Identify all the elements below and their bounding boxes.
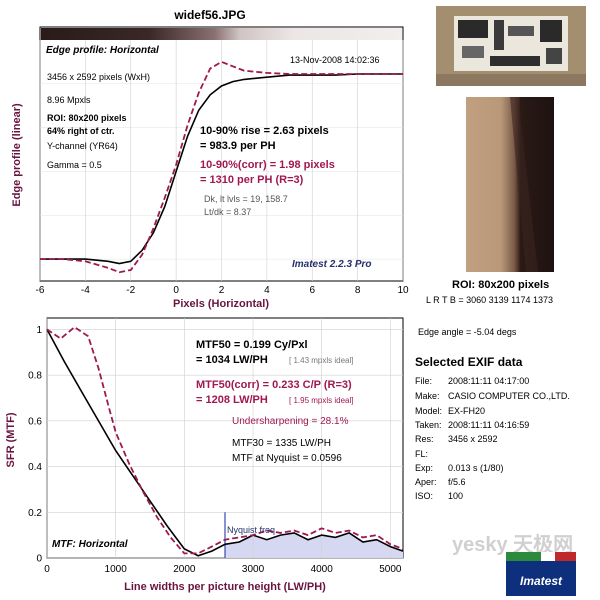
exif-value: 2008:11:11 04:17:00 (448, 376, 530, 386)
mtf-y-tick-label: 0.6 (28, 416, 42, 427)
exif-value: EX-FH20 (448, 406, 486, 416)
exif-value: 2008:11:11 04:16:59 (448, 420, 530, 430)
exif-value: 100 (448, 491, 464, 501)
exif-value: CASIO COMPUTER CO.,LTD. (448, 391, 570, 401)
mtf-y-tick-label: 0.4 (28, 462, 42, 473)
imatest-logo: Imatest (506, 552, 576, 596)
file-title: widef56.JPG (174, 8, 246, 22)
mtf-y-tick-label: 1 (36, 325, 42, 336)
edge-ylabel: Edge profile (linear) (11, 103, 23, 207)
test-chart-thumbnail (436, 6, 586, 86)
mtf50-corr-line-1: MTF50(corr) = 0.233 C/P (R=3) (196, 379, 352, 391)
edge-info-6: Gamma = 0.5 (47, 160, 102, 170)
exif-key: Exp: (415, 463, 434, 473)
imatest-version: Imatest 2.2.3 Pro (292, 259, 371, 270)
edge-date: 13-Nov-2008 14:02:36 (290, 55, 380, 65)
exif-title: Selected EXIF data (415, 355, 523, 369)
edge-measured-line (40, 73, 403, 265)
edge-info-3: ROI: 80x200 pixels (47, 113, 127, 123)
exif-key: Aper: (415, 477, 437, 487)
rise-line-1: 10-90% rise = 2.63 pixels (200, 125, 329, 137)
edge-gradient-bar (41, 28, 402, 40)
mtf-chart: 0 1000 2000 3000 4000 5000 0 0.2 0.4 0.6 0.8 1 MTF5… (5, 317, 404, 593)
edge-x-tick-label: 0 (173, 285, 179, 296)
mtf-xlabel: Line widths per picture height (LW/PH) (124, 581, 326, 593)
mtf-x-tick-label: 5000 (379, 564, 402, 575)
edge-angle: Edge angle = -5.04 degs (418, 327, 517, 337)
exif-value: 3456 x 2592 (448, 434, 498, 444)
mtf-y-tick-label: 0.2 (28, 508, 42, 519)
mtf-x-tick-label: 3000 (242, 564, 265, 575)
edge-info-1: 3456 x 2592 pixels (WxH) (47, 72, 150, 82)
corr-rise-line-1: 10-90%(corr) = 1.98 pixels (200, 159, 335, 171)
mtf30-value: MTF30 = 1335 LW/PH (232, 438, 331, 449)
exif-key: Res: (415, 434, 434, 444)
roi-image (466, 97, 554, 272)
mtf50-line-1: MTF50 = 0.199 Cy/Pxl (196, 339, 308, 351)
exif-value: 0.013 s (1/80) (448, 463, 504, 473)
watermark: yesky 天极网 (452, 534, 574, 556)
exif-key: ISO: (415, 491, 434, 501)
edge-x-tick-label: 6 (309, 285, 315, 296)
mtf50-corr-line-2: = 1208 LW/PH (196, 394, 268, 406)
exif-key: Make: (415, 391, 440, 401)
edge-x-tick-label: -6 (36, 285, 45, 296)
exif-key: Taken: (415, 420, 442, 430)
mtf-x-tick-label: 1000 (105, 564, 128, 575)
mtf-measured-line (46, 329, 404, 557)
edge-x-tick-label: 4 (264, 285, 270, 296)
edge-x-tick-label: -4 (81, 285, 90, 296)
edge-info-2: 8.96 Mpxls (47, 95, 91, 105)
mtf50-corr-ideal: [ 1.95 mpxls ideal] (289, 396, 353, 405)
edge-x-tick-label: 10 (397, 285, 409, 296)
mtf50-ideal: [ 1.43 mpxls ideal] (289, 356, 353, 365)
roi-coords: L R T B = 3060 3139 1174 1373 (426, 295, 554, 305)
exif-key: FL: (415, 449, 429, 459)
logo-text: Imatest (519, 574, 563, 588)
nyquist-label: Nyquist freq. (227, 525, 278, 535)
edge-xlabel: Pixels (Horizontal) (173, 298, 269, 310)
mtf-header: MTF: Horizontal (52, 539, 128, 550)
exif-value: f/5.6 (448, 477, 466, 487)
edge-corrected-line (40, 60, 403, 274)
mtf-y-tick-label: 0 (36, 554, 42, 565)
edge-header: Edge profile: Horizontal (46, 45, 159, 56)
edge-profile-chart: -6 -4 -2 0 2 4 6 8 10 Edge profile: Horizontal 1… (11, 26, 409, 310)
mtf-ylabel: SFR (MTF) (5, 412, 17, 467)
roi-title: ROI: 80x200 pixels (452, 279, 550, 291)
corr-rise-line-2: = 1310 per PH (R=3) (200, 174, 304, 186)
undersharpening: Undersharpening = 28.1% (232, 416, 349, 427)
mtf-corrected-line (46, 325, 404, 555)
exif-key: Model: (415, 406, 443, 416)
dark-light-levels: Dk, lt lvls = 19, 158.7 (204, 194, 288, 204)
mtf-nyquist-value: MTF at Nyquist = 0.0596 (232, 453, 342, 464)
logo-stripe (506, 552, 576, 561)
edge-x-tick-label: -2 (126, 285, 135, 296)
rise-line-2: = 983.9 per PH (200, 140, 276, 152)
edge-x-tick-label: 2 (219, 285, 225, 296)
mtf-x-tick-label: 0 (44, 564, 50, 575)
mtf-x-tick-label: 2000 (173, 564, 196, 575)
mtf50-line-2: = 1034 LW/PH (196, 354, 268, 366)
edge-x-tick-label: 8 (355, 285, 361, 296)
light-dark-ratio: Lt/dk = 8.37 (204, 207, 251, 217)
exif-key: File: (415, 376, 433, 386)
mtf-y-tick-label: 0.8 (28, 371, 42, 382)
edge-info-5: Y-channel (YR64) (47, 141, 118, 151)
mtf-x-tick-label: 4000 (311, 564, 334, 575)
edge-info-4: 64% right of ctr. (47, 126, 115, 136)
